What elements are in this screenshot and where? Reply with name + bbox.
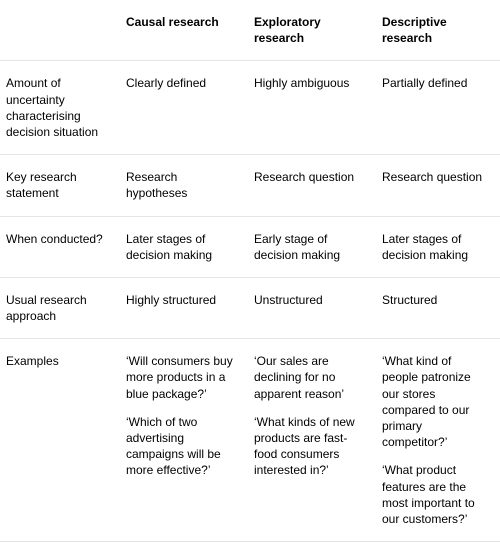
- cell-descriptive: Later stages of decision making: [376, 216, 500, 277]
- cell-exploratory: Highly ambiguous: [248, 61, 376, 155]
- table-row: Usual research approach Highly structure…: [0, 277, 500, 338]
- header-blank: [0, 0, 120, 61]
- table-row: Amount of uncertainty characterising dec…: [0, 61, 500, 155]
- row-label: Key research statement: [0, 155, 120, 216]
- cell-causal-examples: ‘Will consumers buy more products in a b…: [120, 339, 248, 542]
- row-label: Amount of uncertainty characterising dec…: [0, 61, 120, 155]
- example-text: ‘Which of two advertising campaigns will…: [126, 414, 238, 479]
- table-row-examples: Examples ‘Will consumers buy more produc…: [0, 339, 500, 542]
- example-text: ‘What kinds of new products are fast-foo…: [254, 414, 366, 479]
- header-exploratory: Exploratory research: [248, 0, 376, 61]
- cell-descriptive: Research question: [376, 155, 500, 216]
- cell-exploratory: Research question: [248, 155, 376, 216]
- header-causal: Causal research: [120, 0, 248, 61]
- cell-causal: Later stages of decision making: [120, 216, 248, 277]
- example-text: ‘What kind of people patronize our store…: [382, 353, 490, 450]
- example-text: ‘Our sales are declining for no apparent…: [254, 353, 366, 402]
- cell-causal: Clearly defined: [120, 61, 248, 155]
- example-text: ‘What product features are the most impo…: [382, 462, 490, 527]
- cell-descriptive: Structured: [376, 277, 500, 338]
- cell-exploratory: Early stage of decision making: [248, 216, 376, 277]
- cell-exploratory: Unstructured: [248, 277, 376, 338]
- table-row: When conducted? Later stages of decision…: [0, 216, 500, 277]
- row-label: Examples: [0, 339, 120, 542]
- cell-descriptive: Partially defined: [376, 61, 500, 155]
- research-types-table: Causal research Exploratory research Des…: [0, 0, 500, 542]
- header-descriptive: Descriptive research: [376, 0, 500, 61]
- row-label: When conducted?: [0, 216, 120, 277]
- table-header-row: Causal research Exploratory research Des…: [0, 0, 500, 61]
- cell-causal: Research hypotheses: [120, 155, 248, 216]
- cell-causal: Highly structured: [120, 277, 248, 338]
- cell-exploratory-examples: ‘Our sales are declining for no apparent…: [248, 339, 376, 542]
- table-row: Key research statement Research hypothes…: [0, 155, 500, 216]
- row-label: Usual research approach: [0, 277, 120, 338]
- cell-descriptive-examples: ‘What kind of people patronize our store…: [376, 339, 500, 542]
- example-text: ‘Will consumers buy more products in a b…: [126, 353, 238, 402]
